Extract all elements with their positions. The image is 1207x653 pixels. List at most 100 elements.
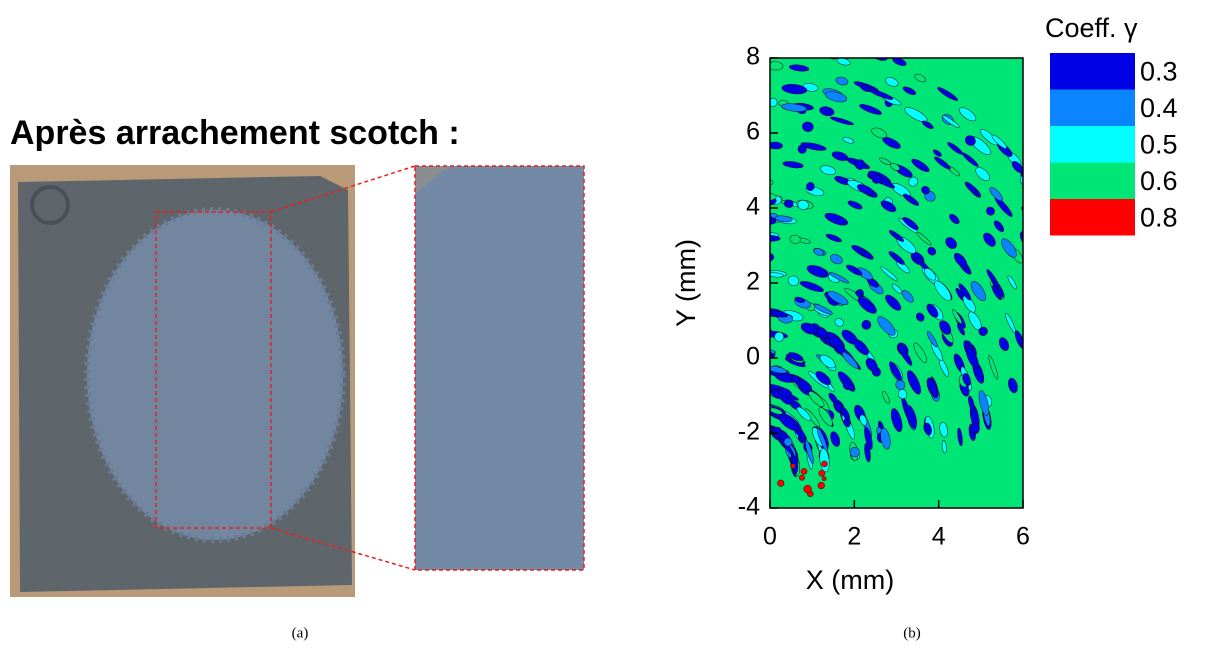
contour-texture <box>937 87 959 101</box>
contour-texture <box>1106 378 1114 401</box>
contour-texture <box>755 383 767 391</box>
contour-texture <box>983 232 996 247</box>
contour-texture <box>691 327 707 339</box>
contour-texture <box>978 390 989 416</box>
contour-texture <box>820 165 836 175</box>
contour-texture <box>770 252 775 263</box>
contour-texture <box>566 86 579 98</box>
contour-texture <box>861 320 872 330</box>
contour-texture <box>741 402 753 414</box>
contour-texture <box>991 285 1002 301</box>
contour-texture <box>649 414 664 435</box>
contour-texture <box>770 349 776 355</box>
contour-texture <box>608 253 629 272</box>
contour-texture <box>964 181 979 195</box>
contour-texture <box>585 185 596 196</box>
contour-texture <box>1021 206 1023 224</box>
contour-texture <box>951 309 963 325</box>
contour-texture <box>770 327 772 333</box>
contour-texture <box>622 303 634 315</box>
contour-texture <box>616 308 626 318</box>
contour-texture <box>680 170 696 179</box>
contour-texture <box>853 339 869 356</box>
contour-texture <box>1073 319 1085 334</box>
contour-texture <box>611 369 628 394</box>
contour-texture <box>770 97 778 107</box>
contour-texture <box>726 23 750 32</box>
x-tick-label: 0 <box>763 523 777 551</box>
contour-texture <box>1069 375 1080 395</box>
contour-texture <box>903 193 920 206</box>
contour-texture <box>970 281 987 302</box>
contour-texture <box>699 145 718 153</box>
contour-texture <box>859 414 868 426</box>
contour-texture <box>727 26 739 34</box>
contour-texture <box>796 406 811 421</box>
contour-texture <box>746 310 755 317</box>
contour-texture <box>638 230 658 245</box>
contour-texture <box>888 251 905 265</box>
y-tick-label: -4 <box>738 493 760 521</box>
contour-texture <box>657 35 679 48</box>
contour-texture <box>616 95 631 107</box>
contour-texture <box>641 251 663 269</box>
contour-texture <box>741 175 760 184</box>
contour-texture <box>916 231 932 246</box>
contour-texture <box>805 439 814 464</box>
contour-texture <box>655 194 680 212</box>
contour-texture <box>709 451 715 460</box>
contour-texture <box>871 127 888 139</box>
contour-texture <box>709 277 721 286</box>
contour-texture <box>674 89 693 99</box>
contour-texture <box>787 352 804 362</box>
contour-texture <box>965 135 976 146</box>
contour-texture <box>978 326 988 336</box>
contour-texture <box>1068 303 1084 327</box>
legend-label: 0.4 <box>1140 93 1178 123</box>
contour-texture <box>868 88 893 100</box>
contour-texture <box>791 375 800 384</box>
contour-texture <box>719 357 733 366</box>
contour-texture <box>906 370 921 395</box>
contour-texture <box>655 397 670 415</box>
contour-texture <box>641 378 658 401</box>
contour-texture <box>690 391 714 416</box>
y-tick-label: 0 <box>746 343 760 371</box>
contour-texture <box>713 354 724 366</box>
contour-texture <box>901 290 914 303</box>
contour-texture <box>663 438 670 448</box>
contour-texture <box>825 58 839 60</box>
contour-texture <box>737 254 755 265</box>
contour-texture <box>897 389 908 399</box>
contour-texture <box>579 140 602 158</box>
contour-texture <box>826 31 836 40</box>
contour-texture <box>916 312 925 322</box>
contour-texture <box>842 381 852 390</box>
contour-texture <box>830 254 843 265</box>
contour-texture <box>932 149 942 157</box>
contour-texture <box>664 350 676 362</box>
contour-texture <box>695 425 711 449</box>
contour-texture <box>891 283 903 294</box>
contour-texture <box>607 169 620 180</box>
contour-texture <box>692 440 704 463</box>
contour-texture <box>1032 344 1047 370</box>
contour-texture <box>818 407 833 427</box>
contour-texture <box>724 121 743 132</box>
contour-texture <box>1091 401 1098 415</box>
contour-texture <box>1025 380 1036 400</box>
contour-texture <box>575 148 591 162</box>
contour-texture <box>1061 401 1072 423</box>
contour-texture <box>631 338 644 352</box>
contour-texture <box>717 413 735 430</box>
contour-texture <box>934 280 952 301</box>
contour-texture <box>673 91 693 102</box>
contour-texture <box>986 206 995 216</box>
contour-texture <box>652 118 671 130</box>
contour-texture <box>829 116 854 126</box>
contour-texture <box>772 311 789 318</box>
contour-texture <box>670 369 687 387</box>
contour-texture <box>710 316 724 326</box>
contour-texture <box>819 448 830 473</box>
contour-texture <box>672 387 692 411</box>
